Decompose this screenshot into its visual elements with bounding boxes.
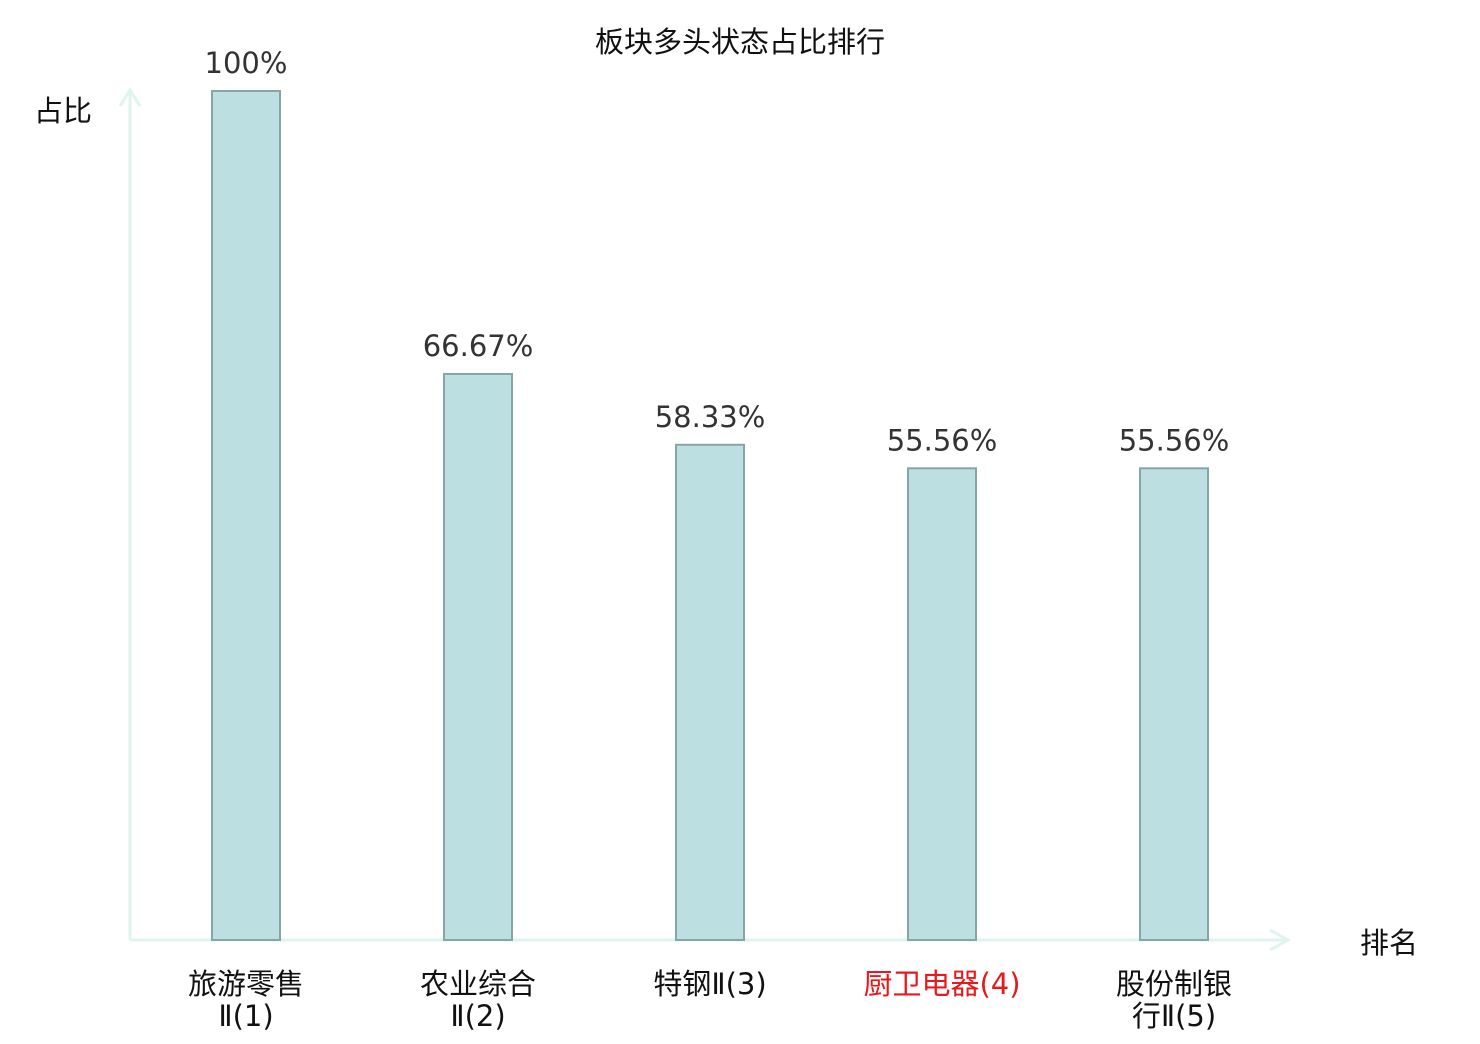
value-label-2: 66.67% xyxy=(423,329,534,363)
value-labels-group: 100% 66.67% 58.33% 55.56% 55.56% xyxy=(205,46,1230,457)
category-label-2-line-2: Ⅱ(2) xyxy=(450,999,505,1033)
bar-4 xyxy=(907,467,977,941)
chart-title: 板块多头状态占比排行 xyxy=(595,25,885,59)
category-label-3-line-1: 特钢Ⅱ(3) xyxy=(653,967,766,1001)
category-label-5-line-1: 股份制银 xyxy=(1116,967,1232,1001)
bar-2 xyxy=(443,372,513,942)
x-axis-label: 排名 xyxy=(1360,926,1418,960)
value-label-1: 100% xyxy=(205,46,288,80)
category-label-1-line-1: 旅游零售 xyxy=(188,967,304,1001)
value-label-4: 55.56% xyxy=(887,423,998,457)
category-label-4-line-1: 厨卫电器(4) xyxy=(863,967,1020,1001)
y-axis-arrow-icon xyxy=(118,87,142,107)
x-axis-arrow-icon xyxy=(1269,928,1292,952)
bar-3 xyxy=(675,443,745,941)
bar-1 xyxy=(211,90,281,941)
category-label-5-line-2: 行Ⅱ(5) xyxy=(1132,999,1216,1033)
bars-group xyxy=(211,90,1209,942)
bar-5 xyxy=(1139,467,1209,941)
category-label-2-line-1: 农业综合 xyxy=(420,967,536,1001)
value-label-3: 58.33% xyxy=(655,400,766,434)
category-label-1-line-2: Ⅱ(1) xyxy=(218,999,273,1033)
value-label-5: 55.56% xyxy=(1119,423,1230,457)
y-axis-label: 占比 xyxy=(34,94,92,128)
